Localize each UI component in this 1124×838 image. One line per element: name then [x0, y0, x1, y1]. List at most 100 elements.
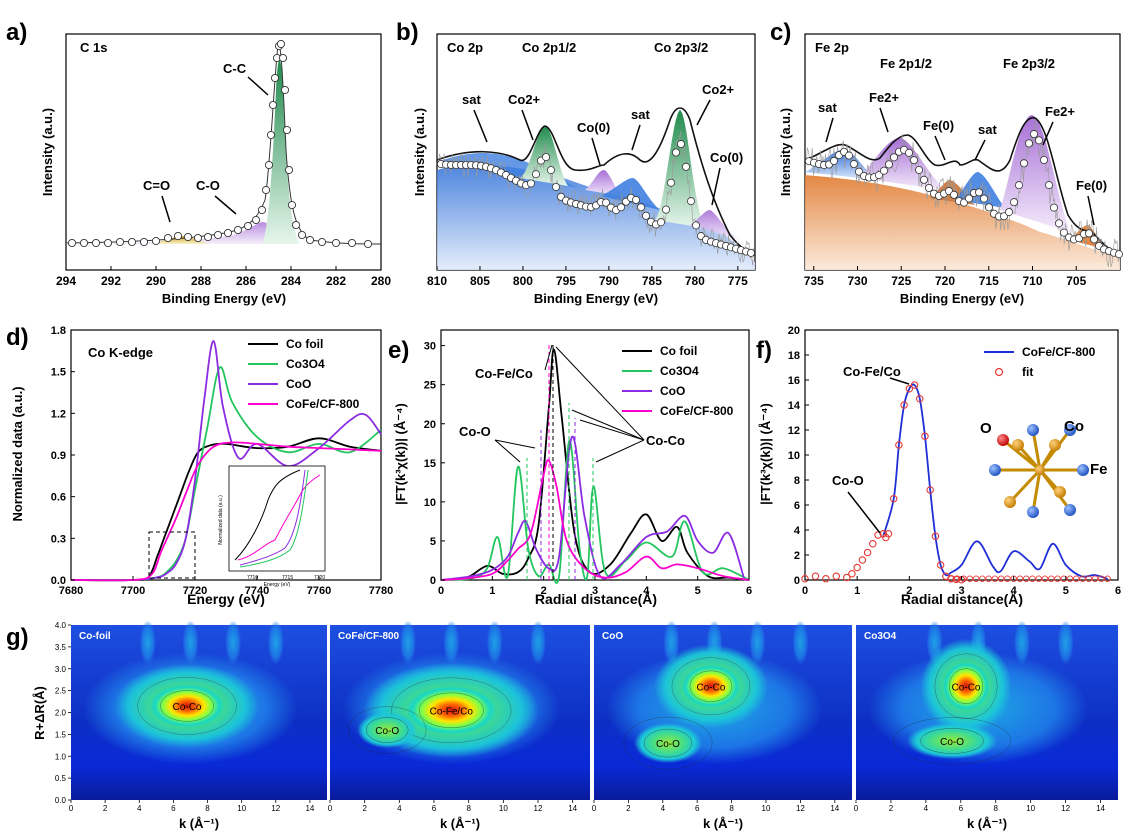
x-tick-label: 725 [891, 274, 911, 288]
series-line-cofe-cf-800 [440, 459, 750, 581]
panel-f-xlabel: Radial distance(Å) [901, 591, 1023, 607]
series-line-cofe-cf-800 [70, 441, 382, 582]
data-point [280, 85, 290, 95]
wavelet-map-1: Co-foil Co-Co 0 2 4 6 8 10 12 14 k (Å⁻¹) [69, 620, 327, 831]
fit-point [895, 441, 903, 449]
data-point [297, 230, 307, 240]
x-tick-label: 805 [470, 274, 490, 288]
data-point [163, 233, 173, 243]
annot-c-fe0-1: Fe(0) [923, 118, 954, 133]
fit-point [1004, 575, 1011, 583]
data-point [885, 160, 894, 169]
arrow-e-coco-2 [571, 409, 645, 441]
panel-e-dashes [526, 342, 594, 580]
inset-cofe [237, 474, 321, 561]
wavelet-peak-label: Co-Fe/Co [430, 706, 474, 717]
fit-point [848, 569, 856, 578]
fit-point [1091, 575, 1099, 583]
y-tick-label: 5 [430, 536, 436, 548]
y-tick-label: 2.5 [55, 687, 67, 696]
y-tick-label: 25 [424, 380, 436, 392]
panel-b: b) Co 2p Co 2p1/2 Co 2p3/2 sat Co2+ Co(0… [396, 19, 756, 306]
fit-point [921, 432, 929, 440]
data-point [1035, 136, 1044, 145]
fit-point [1054, 575, 1061, 583]
wavelet-xlabel: k (Å⁻¹) [179, 816, 219, 831]
legend-label: CoFe/CF-800 [660, 404, 734, 418]
x-tick-label: 6 [432, 804, 437, 813]
inset-xtick-3: 7720 [314, 575, 325, 581]
fit-point [960, 575, 967, 583]
fit-point [1035, 575, 1042, 583]
panel-b-x-ticks: 810 805 800 795 790 785 780 775 [427, 266, 748, 288]
data-point [637, 203, 646, 212]
y-tick-label: 1.5 [55, 730, 67, 739]
panel-d-ticks: 7680 7700 7720 7740 7760 7780 0.0 0.3 0.6 0.9 1.2 1… [51, 325, 394, 597]
panel-c-ylabel: Intensity (a.u.) [778, 108, 793, 196]
arrow-b-sat1 [473, 109, 488, 143]
fit-point [801, 574, 809, 583]
data-point [677, 140, 686, 149]
panel-b-orbital-2: Co 2p3/2 [654, 40, 708, 55]
y-tick-label: 1.2 [51, 408, 66, 420]
data-point [1085, 229, 1094, 238]
x-tick-label: 775 [728, 274, 748, 288]
x-tick-label: 14 [830, 804, 839, 813]
data-point [850, 160, 859, 169]
fit-point [853, 563, 861, 572]
annot-e-coco: Co-Co [646, 433, 685, 448]
fit-point [1060, 575, 1067, 583]
y-tick-label: 15 [424, 458, 436, 470]
data-point [657, 218, 666, 227]
x-tick-label: 0 [802, 585, 808, 597]
x-tick-label: 710 [1022, 274, 1042, 288]
wavelet-xlabel: k (Å⁻¹) [703, 816, 743, 831]
inset-coo [239, 469, 306, 566]
data-point [276, 39, 286, 49]
fit-point [882, 533, 890, 542]
arrow-e-coco-1 [555, 346, 645, 441]
panel-a-xlabel: Binding Energy (eV) [162, 291, 286, 306]
fe2p-fit-envelope [804, 117, 1121, 256]
panel-b-region: Co 2p [447, 40, 483, 55]
atom-label-fe: Fe [1090, 461, 1108, 478]
fit-point [1022, 575, 1030, 583]
fit-point [910, 381, 919, 389]
x-tick-label: 7720 [183, 585, 207, 597]
center-atom [1035, 465, 1045, 475]
co0-2p32-peak [690, 210, 740, 240]
panel-g-ylabel: R+ΔR(Å) [32, 686, 47, 740]
panel-a-frame [65, 33, 382, 271]
x-tick-label: 3 [592, 585, 598, 597]
arrow-b-co2-1 [521, 109, 534, 141]
x-tick-label: 4 [643, 585, 650, 597]
x-tick-label: 8 [205, 804, 210, 813]
annot-b-co2-1: Co2+ [508, 92, 541, 107]
arrow-b-co2-2 [696, 99, 711, 126]
x-tick-label: 282 [326, 274, 346, 288]
data-point [91, 238, 101, 248]
c-double-o-peak [150, 236, 210, 244]
data-point [547, 166, 556, 175]
legend-label: Co foil [286, 337, 323, 351]
data-point [151, 236, 161, 246]
fit-point [926, 486, 934, 494]
data-point [1115, 250, 1124, 259]
y-tick-label: 3.5 [55, 643, 67, 652]
y-tick-label: 1.5 [51, 367, 66, 379]
fit-point [916, 394, 924, 403]
x-tick-label: 292 [101, 274, 121, 288]
data-point [261, 185, 271, 195]
x-tick-label: 735 [804, 274, 824, 288]
panel-g: g) R+ΔR(Å) Co-foil Co-Co 0 2 4 6 8 10 12 14 k (Å⁻¹… [6, 620, 1118, 831]
data-point [532, 170, 541, 179]
xanes-inset: 7710 7715 7720 Energy (eV) Normalized da… [218, 465, 326, 588]
fit-point [991, 575, 999, 583]
panel-e-legend: Co foil Co3O4 CoO CoFe/CF-800 [622, 344, 734, 418]
wavelet-title: CoFe/CF-800 [338, 631, 400, 642]
x-tick-label: 12 [271, 804, 280, 813]
fit-point [954, 575, 961, 583]
x-tick-label: 7700 [121, 585, 145, 597]
fit-point [1041, 575, 1049, 583]
